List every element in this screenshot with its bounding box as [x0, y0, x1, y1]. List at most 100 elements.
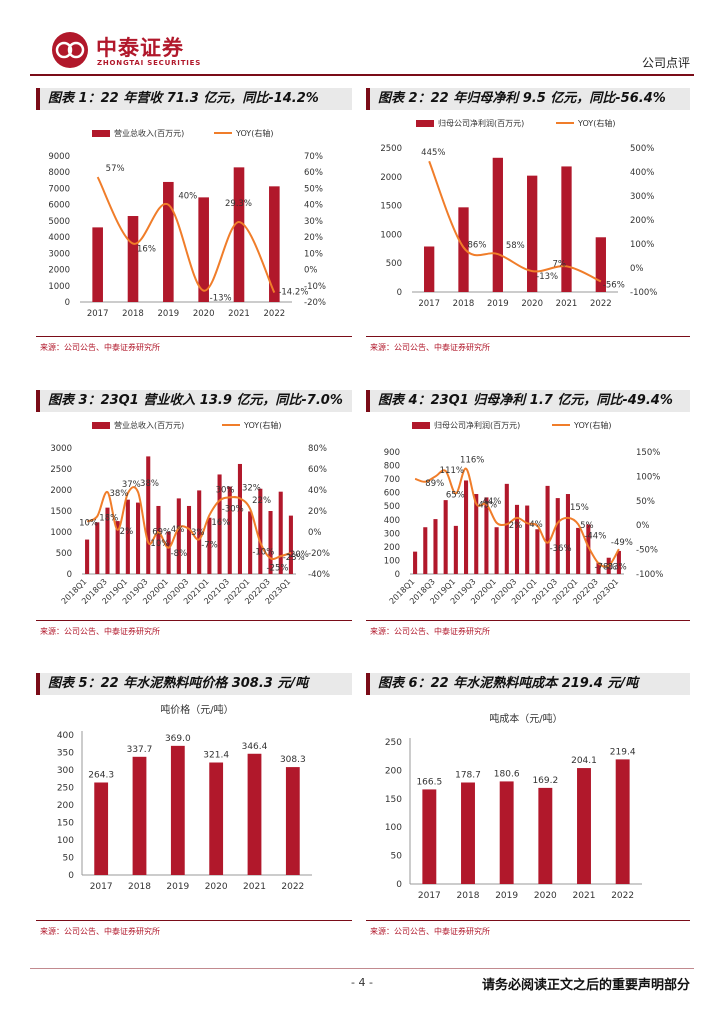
bar: [525, 505, 530, 574]
figure-title-6: 图表 6：22 年水泥熟料吨成本 219.4 元/吨: [366, 673, 690, 695]
y-tick-label: 100: [384, 556, 400, 566]
yoy-data-label: -49%: [611, 538, 633, 548]
yoy-data-label: 38%: [109, 489, 128, 499]
y2-tick-label: 400%: [630, 168, 654, 178]
bar: [269, 186, 280, 302]
footer-divider: [30, 968, 694, 969]
y2-tick-label: 20%: [304, 233, 323, 243]
y-tick-label: 250: [385, 738, 402, 748]
chart-ton-cost: 吨成本（元/吨） 0 50 100 150 200 250 166.5 2017 178.7 201…: [385, 712, 642, 901]
yoy-data-label: 116%: [460, 456, 484, 466]
y-tick-label: 100: [57, 836, 74, 846]
y2-tick-label: 100%: [636, 472, 660, 482]
bar: [461, 782, 475, 884]
yoy-data-label: -30%: [222, 504, 244, 514]
y-tick-label: 0: [65, 298, 70, 308]
yoy-data-label: -23%: [283, 553, 305, 563]
bar: [285, 767, 300, 875]
yoy-line: [428, 160, 602, 283]
yoy-data-label: 22%: [252, 496, 271, 506]
yoy-data-label: 43%: [478, 501, 497, 511]
x-tick-label: 2022: [281, 882, 304, 892]
yoy-data-label: 111%: [440, 466, 464, 476]
bar-data-label: 180.6: [494, 769, 520, 779]
bar: [464, 480, 469, 574]
bar: [499, 781, 514, 884]
bar: [413, 551, 418, 574]
y2-tick-label: 0%: [636, 521, 650, 531]
y2-tick-label: 80%: [308, 444, 327, 454]
x-tick-label: 2020: [521, 299, 543, 309]
yoy-data-label: -13%: [210, 294, 232, 304]
figure-title-4: 图表 4：23Q1 归母净利 1.7 亿元，同比-49.4%: [366, 390, 690, 412]
y-tick-label: 500: [384, 502, 400, 512]
chart-netprofit-quarterly: 归母公司净利润(百万元) YOY(右轴) 0 100 200 300 400 500 600 70…: [384, 420, 664, 606]
y-tick-label: 700: [384, 475, 400, 485]
bar: [166, 531, 171, 574]
bar: [453, 525, 458, 574]
figure-title-5: 图表 5：22 年水泥熟料吨价格 308.3 元/吨: [36, 673, 352, 695]
x-tick-label: 2017: [90, 882, 113, 892]
bar-data-label: 308.3: [280, 755, 306, 765]
source-divider: [36, 620, 352, 621]
y2-tick-label: 0%: [630, 264, 644, 274]
bar: [545, 485, 550, 574]
y2-tick-label: 50%: [304, 184, 323, 194]
y2-tick-label: 60%: [308, 465, 327, 475]
bar: [538, 787, 553, 884]
yoy-data-label: 86%: [468, 240, 487, 250]
y-tick-label: 300: [384, 529, 400, 539]
y-tick-label: 350: [57, 749, 74, 759]
figure-title-1: 图表 1：22 年营收 71.3 亿元，同比-14.2%: [36, 88, 352, 110]
bar: [115, 521, 120, 574]
chart-netprofit-annual: 归母公司净利润(百万元) YOY(右轴) 0 500 1000 1500 2000 2500 -…: [380, 118, 657, 309]
y-tick-label: 4000: [48, 233, 70, 243]
bar: [595, 237, 606, 292]
bar: [258, 488, 263, 574]
y-tick-label: 2000: [48, 266, 70, 276]
x-tick-label: 2021: [573, 891, 596, 901]
legend-line-label: YOY(右轴): [577, 118, 615, 128]
bar: [278, 491, 283, 574]
chart-ton-price: 吨价格（元/吨） 0 50 100 150 200 250 300 350 400 264.3 201…: [57, 703, 312, 892]
chart-title: 吨价格（元/吨）: [160, 703, 233, 716]
source-divider: [366, 920, 690, 921]
yoy-data-label: 37%: [122, 480, 141, 490]
bar-data-label: 219.4: [610, 747, 636, 757]
y2-tick-label: 20%: [308, 507, 327, 517]
yoy-data-label: 57%: [106, 164, 125, 174]
y-tick-label: 500: [56, 549, 72, 559]
bar: [514, 504, 520, 574]
x-tick-label: 2021: [243, 882, 266, 892]
y2-tick-label: -10%: [304, 282, 326, 292]
bar: [156, 505, 161, 574]
bar: [197, 490, 202, 574]
x-tick-label: 2018: [128, 882, 151, 892]
yoy-data-label: 16%: [137, 245, 156, 255]
x-tick-label: 2017: [87, 309, 109, 319]
bar: [186, 505, 192, 574]
legend-bar-label: 营业总收入(百万元): [114, 420, 184, 430]
x-tick-label: 2017: [418, 891, 441, 901]
yoy-data-label: 32%: [242, 483, 261, 493]
y-tick-label: 200: [384, 543, 400, 553]
y-tick-label: 5000: [48, 217, 70, 227]
yoy-data-label: 30%: [216, 486, 235, 496]
document-type: 公司点评: [641, 56, 690, 70]
y2-tick-label: 150%: [636, 448, 660, 458]
y-tick-label: 2000: [50, 486, 72, 496]
bar: [163, 181, 174, 302]
legend-bar-swatch: [92, 422, 110, 429]
yoy-data-label: 5%: [580, 521, 594, 531]
y-tick-label: 400: [384, 516, 400, 526]
bar: [127, 216, 139, 302]
y-tick-label: 0: [67, 570, 72, 580]
y-tick-label: 800: [384, 462, 400, 472]
bar: [561, 166, 572, 292]
bar: [422, 789, 437, 884]
y-tick-label: 0: [68, 871, 74, 881]
bar: [527, 175, 538, 292]
header-divider: [30, 74, 694, 76]
x-tick-label: 2018: [453, 299, 475, 309]
yoy-data-label: 18%: [99, 513, 118, 523]
